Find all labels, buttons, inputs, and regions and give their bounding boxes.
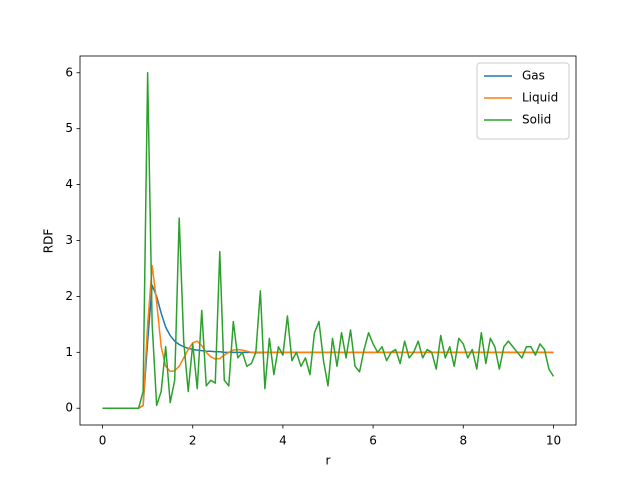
y-axis-label: RDF [42,229,56,254]
legend-label: Liquid [522,91,558,105]
y-tick-label: 0 [65,401,73,415]
x-tick-label: 6 [369,434,377,448]
plot-frame [79,55,577,426]
x-tick-label: 4 [279,434,287,448]
legend-label: Solid [522,113,551,127]
y-tick-label: 6 [65,65,73,79]
line-series [102,72,555,409]
x-tick-label: 2 [189,434,197,448]
x-tick-label: 0 [99,434,107,448]
y-tick-label: 4 [65,177,73,191]
y-tick-label: 1 [65,345,73,359]
y-tick-label: 3 [65,233,73,247]
x-tick-label: 8 [459,434,467,448]
y-tick-label: 5 [65,121,73,135]
x-axis-label: r [326,454,331,468]
y-tick-label: 2 [65,289,73,303]
legend-label: Gas [522,69,545,83]
x-tick-label: 10 [546,434,561,448]
